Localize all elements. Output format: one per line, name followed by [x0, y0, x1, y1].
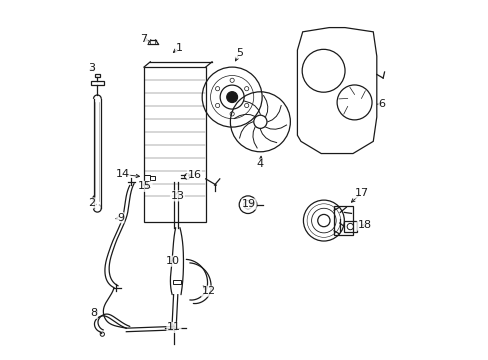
Circle shape [226, 92, 237, 103]
Text: 13: 13 [170, 191, 184, 201]
Text: 17: 17 [354, 188, 368, 198]
Text: 12: 12 [201, 286, 215, 296]
Text: 1: 1 [175, 43, 183, 53]
Text: 3: 3 [88, 63, 95, 73]
Text: 15: 15 [138, 181, 152, 192]
Text: 19: 19 [242, 199, 256, 209]
Text: 14: 14 [116, 169, 130, 179]
Text: 4: 4 [256, 159, 264, 169]
Text: 8: 8 [90, 309, 97, 318]
Bar [344, 221, 356, 232]
Text: 7: 7 [140, 34, 147, 44]
Text: 5: 5 [235, 48, 242, 58]
Bar [94, 74, 100, 77]
Text: 11: 11 [166, 323, 181, 333]
Bar [150, 176, 155, 180]
Text: 6: 6 [378, 99, 385, 109]
Text: 10: 10 [166, 256, 180, 266]
Bar [143, 175, 150, 181]
Bar [333, 206, 352, 235]
Bar [91, 81, 103, 85]
Text: 18: 18 [357, 220, 371, 230]
Text: 2: 2 [88, 198, 96, 208]
Bar [172, 280, 181, 284]
Text: 9: 9 [117, 213, 123, 223]
Text: 16: 16 [187, 170, 201, 180]
